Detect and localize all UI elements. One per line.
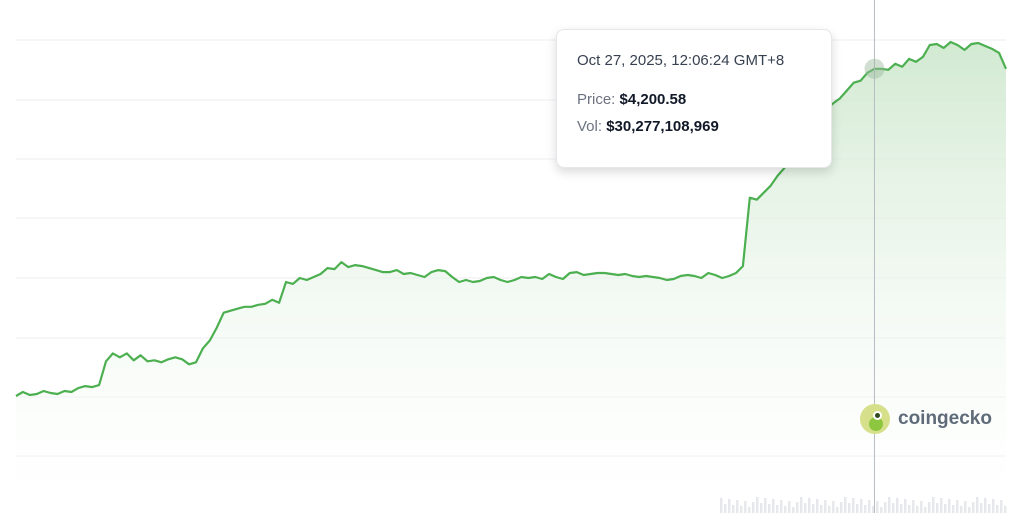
- volume-bar: [904, 499, 907, 513]
- volume-bar: [968, 507, 971, 513]
- tooltip-price-row: Price: $4,200.58: [577, 91, 811, 108]
- volume-bar: [792, 507, 795, 513]
- volume-bar: [848, 503, 851, 513]
- tooltip-date: Oct 27, 2025, 12:06:24 GMT+8: [577, 52, 785, 69]
- volume-bar: [852, 498, 855, 513]
- volume-bar: [888, 497, 891, 513]
- volume-bar: [860, 499, 863, 513]
- volume-bar: [976, 497, 979, 513]
- volume-bar: [972, 502, 975, 513]
- volume-bar: [788, 501, 791, 513]
- tooltip-vol-value: $30,277,108,969: [606, 118, 719, 135]
- volume-bar: [828, 506, 831, 513]
- volume-bar: [916, 506, 919, 513]
- volume-bar: [876, 501, 879, 513]
- price-line: [15, 40, 1008, 397]
- volume-bar: [740, 506, 743, 513]
- volume-bar: [728, 499, 731, 513]
- volume-bar: [928, 502, 931, 513]
- volume-bar: [940, 498, 943, 513]
- volume-bar: [820, 505, 823, 513]
- volume-bar: [720, 498, 723, 513]
- volume-bar: [748, 507, 751, 513]
- volume-bar: [936, 503, 939, 513]
- volume-bar: [900, 504, 903, 513]
- volume-bar: [856, 504, 859, 513]
- volume-bar: [776, 505, 779, 513]
- volume-bar: [724, 504, 727, 513]
- volume-bar: [984, 498, 987, 513]
- hover-point: [864, 58, 885, 79]
- volume-bar: [784, 506, 787, 513]
- volume-bar: [924, 507, 927, 513]
- volume-bar: [872, 506, 875, 513]
- tooltip-price-value: $4,200.58: [619, 91, 687, 108]
- volume-bar: [868, 500, 871, 513]
- volume-bar: [764, 498, 767, 513]
- volume-bar: [840, 502, 843, 513]
- volume-bar: [988, 504, 991, 513]
- tooltip-vol-row: Vol: $30,277,108,969: [577, 118, 811, 135]
- volume-bar: [960, 506, 963, 513]
- volume-bar: [800, 497, 803, 513]
- volume-bar: [864, 505, 867, 513]
- volume-bar: [768, 504, 771, 513]
- volume-bar: [880, 507, 883, 513]
- volume-bar: [952, 505, 955, 513]
- volume-bar: [944, 504, 947, 513]
- volume-bar: [956, 500, 959, 513]
- volume-bar: [844, 497, 847, 513]
- volume-bar: [896, 498, 899, 513]
- tooltip-vol-label: Vol:: [577, 118, 603, 135]
- volume-bar: [832, 501, 835, 513]
- volume-bar: [736, 500, 739, 513]
- volume-bar: [948, 499, 951, 513]
- volume-bar: [760, 503, 763, 513]
- volume-bar: [932, 497, 935, 513]
- price-tooltip: Oct 27, 2025, 12:06:24 GMT+8 Price: $4,2…: [556, 29, 832, 168]
- coingecko-watermark: coingecko: [860, 403, 992, 435]
- volume-bar: [804, 503, 807, 513]
- volume-bar: [920, 501, 923, 513]
- volume-bar: [884, 502, 887, 513]
- volume-bar: [732, 505, 735, 513]
- volume-bar: [796, 502, 799, 513]
- volume-bar: [744, 501, 747, 513]
- tooltip-price-label: Price:: [577, 91, 616, 108]
- volume-bar: [752, 502, 755, 513]
- volume-bar: [812, 504, 815, 513]
- volume-bar: [980, 503, 983, 513]
- volume-bar: [824, 500, 827, 513]
- price-area-fill: [16, 42, 1006, 513]
- volume-bar: [780, 500, 783, 513]
- brand-name: coingecko: [898, 408, 992, 429]
- volume-bar: [772, 499, 775, 513]
- volume-bar: [808, 498, 811, 513]
- volume-bar: [816, 499, 819, 513]
- volume-bars: [720, 497, 1007, 513]
- volume-bar: [1004, 506, 1007, 513]
- gecko-logo-icon: [860, 404, 890, 434]
- volume-bar: [908, 505, 911, 513]
- volume-bar: [1000, 500, 1003, 513]
- volume-bar: [964, 501, 967, 513]
- volume-bar: [992, 499, 995, 513]
- volume-bar: [756, 497, 759, 513]
- volume-bar: [836, 507, 839, 513]
- volume-bar: [996, 505, 999, 513]
- volume-bar: [892, 503, 895, 513]
- volume-bar: [912, 500, 915, 513]
